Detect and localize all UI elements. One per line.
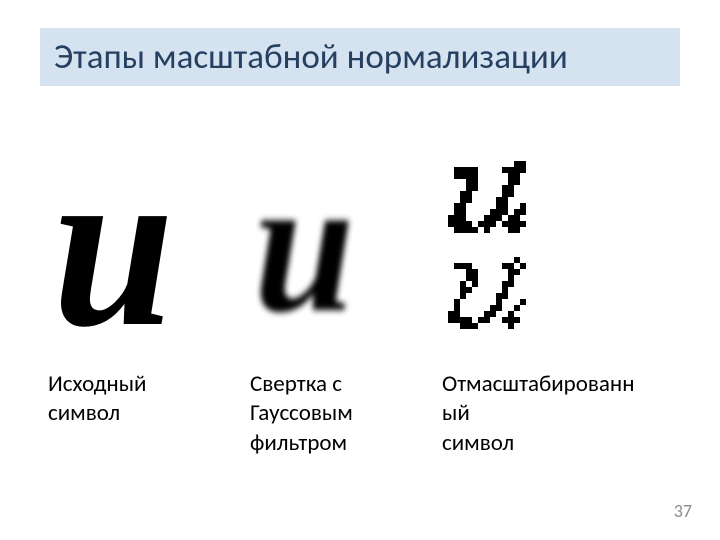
pixelated-stack [442,155,538,335]
original-glyph-image: u [48,140,179,350]
title-bar: Этапы масштабной нормализации [40,28,680,86]
pixelated-glyph-image [442,140,538,350]
u-glyph-sharp: u [53,128,175,363]
page-number: 37 [674,500,692,522]
figures-row: u Исходный символ u Свертка с Гауссовым … [48,140,672,458]
figure-original: u Исходный символ [48,140,248,429]
u-glyph-blurred: u [254,148,355,343]
figure-pixelated: Отмасштабированн ый символ [442,140,672,458]
pixelated-u-top [442,155,538,239]
blurred-glyph-image: u [250,140,358,350]
figure-blurred: u Свертка с Гауссовым фильтром [250,140,440,458]
caption-original: Исходный символ [48,370,146,429]
pixelated-u-bottom [442,251,538,335]
caption-pixelated: Отмасштабированн ый символ [442,370,635,458]
slide-title: Этапы масштабной нормализации [54,36,568,78]
caption-blurred: Свертка с Гауссовым фильтром [250,370,353,458]
